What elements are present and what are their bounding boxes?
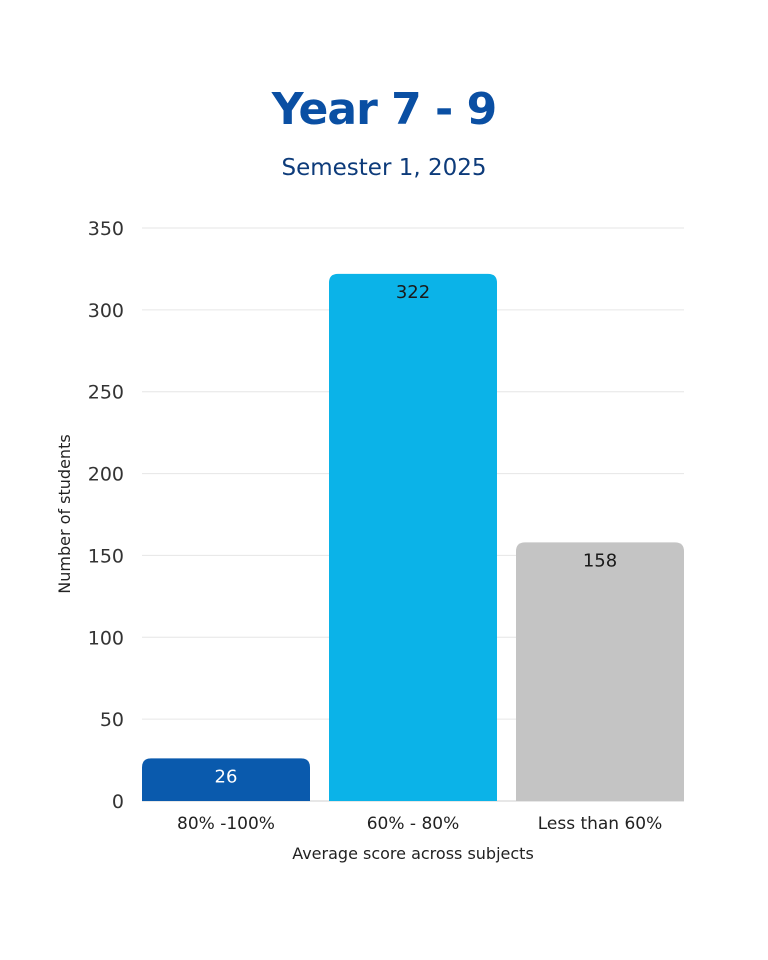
- x-axis-title: Average score across subjects: [292, 844, 534, 863]
- y-tick-label: 150: [88, 545, 124, 567]
- bar: [142, 758, 310, 801]
- y-tick-label: 200: [88, 464, 124, 486]
- y-tick-label: 350: [88, 218, 124, 240]
- chart-subtitle: Semester 1, 2025: [281, 155, 487, 181]
- data-label: 322: [396, 282, 430, 303]
- x-tick-label: 60% - 80%: [367, 814, 460, 834]
- y-tick-label: 0: [112, 791, 124, 813]
- data-label: 26: [215, 766, 238, 787]
- y-tick-label: 250: [88, 382, 124, 404]
- bar: [516, 542, 684, 801]
- labels: 0 50 100 150 200 250 300 350 26 80% -100% 322 60% -…: [55, 218, 662, 863]
- y-tick-label: 50: [100, 709, 124, 731]
- y-tick-label: 300: [88, 300, 124, 322]
- x-tick-label: 80% -100%: [177, 814, 275, 834]
- chart-title: Year 7 - 9: [271, 84, 498, 135]
- bar: [329, 273, 497, 802]
- y-axis-title: Number of students: [55, 434, 74, 593]
- bars: [142, 273, 684, 802]
- data-label: 158: [583, 550, 617, 571]
- y-tick-label: 100: [88, 627, 124, 649]
- x-tick-label: Less than 60%: [538, 814, 663, 834]
